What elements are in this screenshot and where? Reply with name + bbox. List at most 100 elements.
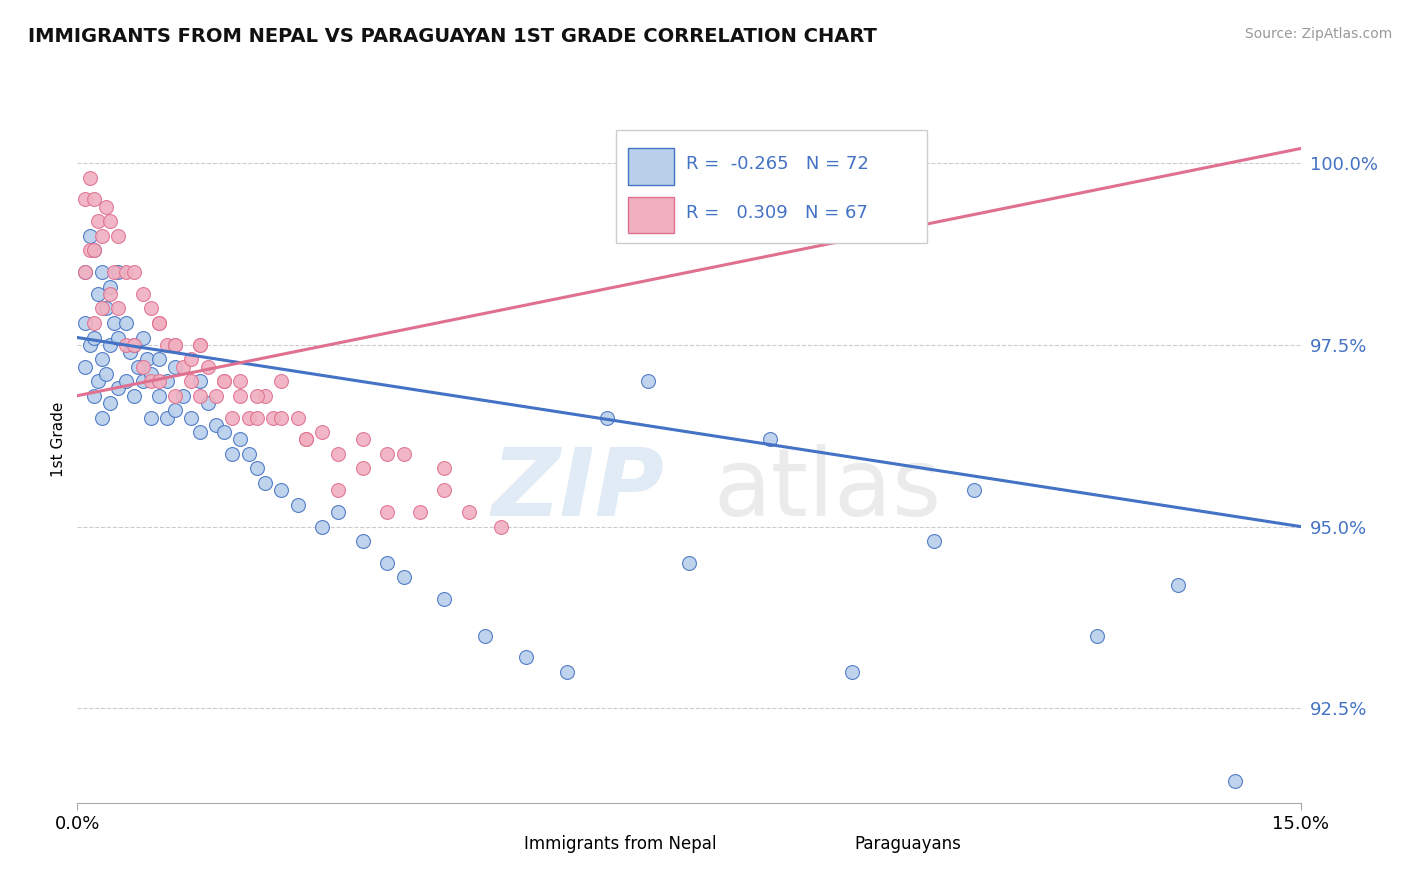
Point xyxy=(90,228,112,243)
Point xyxy=(457,505,479,519)
Text: Immigrants from Nepal: Immigrants from Nepal xyxy=(524,835,716,853)
Point xyxy=(172,359,194,374)
Point xyxy=(75,193,97,207)
Point xyxy=(98,214,121,228)
Point xyxy=(98,396,121,410)
Point xyxy=(124,338,146,352)
Point xyxy=(311,519,333,533)
Point xyxy=(328,447,350,461)
Point xyxy=(83,193,105,207)
Point xyxy=(270,374,292,388)
Point xyxy=(115,316,138,330)
Point xyxy=(79,228,101,243)
Point xyxy=(294,432,316,446)
Point xyxy=(221,410,243,425)
Point xyxy=(75,265,97,279)
Point xyxy=(139,374,162,388)
Point xyxy=(131,330,153,344)
Point xyxy=(115,265,138,279)
Point xyxy=(135,352,157,367)
Point xyxy=(90,301,112,316)
Point xyxy=(188,338,211,352)
Point xyxy=(131,359,153,374)
Point xyxy=(294,432,316,446)
Point xyxy=(156,410,179,425)
Point xyxy=(287,498,309,512)
Point xyxy=(375,556,398,570)
Point xyxy=(246,410,269,425)
Text: R =   0.309   N = 67: R = 0.309 N = 67 xyxy=(686,203,869,222)
Bar xyxy=(811,830,842,857)
Point xyxy=(107,330,129,344)
Point xyxy=(246,461,269,475)
Point xyxy=(139,410,162,425)
Text: atlas: atlas xyxy=(713,444,942,536)
Point xyxy=(188,425,211,439)
Point xyxy=(229,374,252,388)
Point xyxy=(139,367,162,381)
Point xyxy=(83,244,105,258)
Point xyxy=(79,338,101,352)
Point xyxy=(392,447,415,461)
Point xyxy=(311,425,333,439)
Point xyxy=(188,338,211,352)
Point xyxy=(156,374,179,388)
Point xyxy=(83,316,105,330)
Point xyxy=(409,505,432,519)
Point xyxy=(83,389,105,403)
Bar xyxy=(481,830,512,857)
Point xyxy=(115,338,138,352)
Point xyxy=(165,389,187,403)
Point xyxy=(212,425,235,439)
Point xyxy=(98,338,121,352)
Point xyxy=(328,483,350,498)
Point xyxy=(107,301,129,316)
Point xyxy=(287,410,309,425)
Point xyxy=(1225,774,1247,789)
Point xyxy=(98,286,121,301)
Point xyxy=(1167,578,1189,592)
Point xyxy=(131,374,153,388)
Point xyxy=(79,170,101,185)
Point xyxy=(131,286,153,301)
Point xyxy=(107,265,129,279)
Point xyxy=(188,374,211,388)
Point xyxy=(98,279,121,293)
Point xyxy=(188,389,211,403)
Point xyxy=(87,374,110,388)
Point xyxy=(197,359,219,374)
Point xyxy=(1085,629,1108,643)
Point xyxy=(94,200,117,214)
Text: ZIP: ZIP xyxy=(492,444,665,536)
Point xyxy=(103,316,125,330)
Point xyxy=(229,389,252,403)
Point xyxy=(963,483,986,498)
Point xyxy=(246,389,269,403)
Point xyxy=(75,316,97,330)
Point xyxy=(87,214,110,228)
Point xyxy=(491,519,513,533)
Point xyxy=(433,592,456,607)
Point xyxy=(124,265,146,279)
Point xyxy=(221,447,243,461)
Point xyxy=(156,338,179,352)
Point xyxy=(139,301,162,316)
Point xyxy=(229,432,252,446)
Point xyxy=(103,265,125,279)
Point xyxy=(759,432,782,446)
Point xyxy=(165,338,187,352)
Point xyxy=(392,570,415,584)
Point xyxy=(90,352,112,367)
Point xyxy=(148,316,170,330)
Point xyxy=(83,330,105,344)
Point xyxy=(555,665,578,679)
Point xyxy=(165,403,187,417)
Point xyxy=(107,228,129,243)
Point xyxy=(253,389,276,403)
Point xyxy=(75,359,97,374)
Point xyxy=(637,374,659,388)
Point xyxy=(79,244,101,258)
Y-axis label: 1st Grade: 1st Grade xyxy=(51,401,66,477)
Point xyxy=(148,389,170,403)
Point xyxy=(165,359,187,374)
